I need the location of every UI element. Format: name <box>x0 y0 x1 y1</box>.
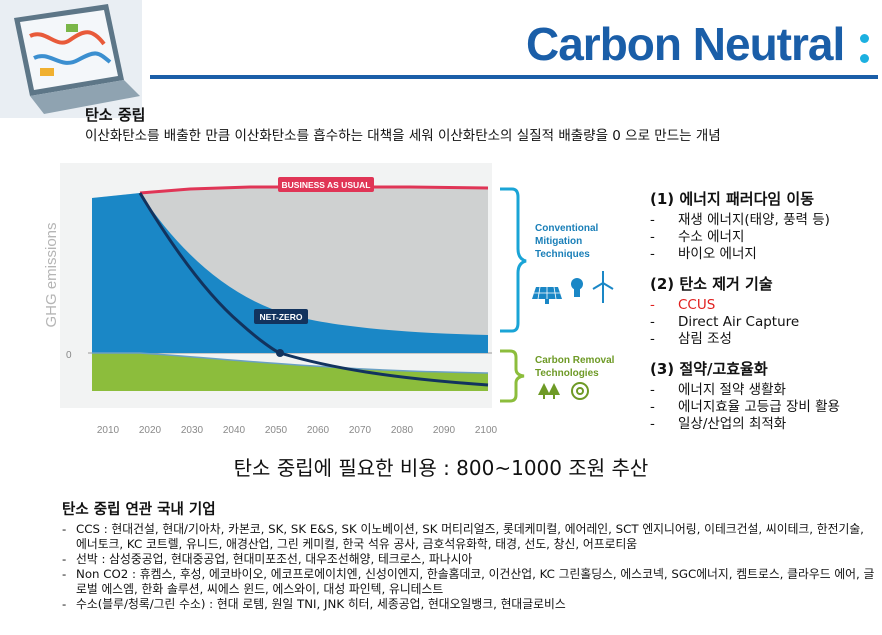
logo-dot-top <box>860 34 869 43</box>
conventional-bracket <box>500 187 527 333</box>
business-as-usual-label: BUSINESS AS USUAL <box>282 180 371 190</box>
strategy-items: - CCUS - Direct Air Capture - 삼림 조성 <box>650 297 878 348</box>
y-axis-label: GHG emissions <box>43 222 60 327</box>
strategy-item: - 삼림 조성 <box>650 331 732 347</box>
removal-bracket <box>500 349 525 403</box>
removal-label: Carbon Removal Technologies <box>535 355 617 379</box>
emissions-chart: GHG emissions 0 BUSINESS AS USUAL NET-ZE… <box>43 163 617 436</box>
logo-text: Carbon Neutral <box>526 18 845 70</box>
x-tick-label: 2090 <box>433 425 456 436</box>
strategy-title: (2) 탄소 제거 기술 <box>650 275 773 293</box>
strategy-title: (1) 에너지 패러다임 이동 <box>650 190 815 208</box>
strategy-items: - 에너지 절약 생활화 - 에너지효율 고등급 장비 활용 - 일상/산업의 최적화 <box>650 382 878 433</box>
definition-text: 이산화탄소를 배출한 만큼 이산화탄소를 흡수하는 대책을 세워 이산화탄소의 … <box>85 128 721 144</box>
strategy-item: - 일상/산업의 최적화 <box>650 416 787 432</box>
x-tick-label: 2030 <box>181 425 204 436</box>
y-zero-tick: 0 <box>66 350 72 361</box>
logo-dot-bottom <box>860 54 869 63</box>
strategy-item: - 에너지 절약 생활화 <box>650 382 786 398</box>
definition-title: 탄소 중립 <box>85 106 146 124</box>
x-tick-label: 2060 <box>307 425 330 436</box>
x-tick-label: 2100 <box>475 425 498 436</box>
strategy-item: - 수소 에너지 <box>650 229 745 245</box>
strategy-items: - 재생 에너지(태양, 풍력 등) - 수소 에너지 - 바이오 에너지 <box>650 212 878 263</box>
conventional-label-line2: Mitigation <box>535 236 582 247</box>
x-axis-ticks: 2010 2020 2030 2040 2050 2060 2070 2080 2090 2100 <box>97 425 498 436</box>
laptop-diagram-thumbnail <box>0 0 142 118</box>
cost-estimate: 탄소 중립에 필요한 비용 : 800~1000 조원 추산 <box>233 456 649 480</box>
strategy-group: (1) 에너지 패러다임 이동 - 재생 에너지(태양, 풍력 등) - 수소 에너지 -… <box>650 188 878 263</box>
strategy-item: - 바이오 에너지 <box>650 246 757 262</box>
strategy-item: - 재생 에너지(태양, 풍력 등) <box>650 212 830 228</box>
carbon-capture-machine-icon <box>571 382 589 400</box>
strategy-group: (3) 절약/고효율화 - 에너지 절약 생활화 - 에너지효율 고등급 장비 활용 - 일… <box>650 358 878 433</box>
x-tick-label: 2010 <box>97 425 120 436</box>
strategy-item: - Direct Air Capture <box>650 314 800 330</box>
x-tick-label: 2050 <box>265 425 288 436</box>
x-tick-label: 2080 <box>391 425 414 436</box>
company-list-item: CCS : 현대건설, 현대/기아차, 카본코, SK, SK E&S, SK … <box>62 522 877 552</box>
companies-section: 탄소 중립 연관 국내 기업 CCS : 현대건설, 현대/기아차, 카본코, … <box>62 498 877 612</box>
strategy-item: - 에너지효율 고등급 장비 활용 <box>650 399 840 415</box>
light-bulb-icon <box>571 278 583 297</box>
strategy-item: - CCUS <box>650 297 716 313</box>
strategy-title: (3) 절약/고효율화 <box>650 360 768 378</box>
x-tick-label: 2040 <box>223 425 246 436</box>
company-list-item: 선박 : 삼성중공업, 현대중공업, 현대미포조선, 대우조선해양, 테크로스,… <box>62 552 877 567</box>
plot-bottom-band <box>92 391 488 408</box>
net-zero-label: NET-ZERO <box>260 312 303 322</box>
x-tick-label: 2020 <box>139 425 162 436</box>
carbon-removal-area <box>92 353 488 391</box>
strategy-group: (2) 탄소 제거 기술 - CCUS - Direct Air Capture - 삼림 … <box>650 273 878 348</box>
business-as-usual-badge <box>278 177 374 192</box>
carbon-neutral-logo: Carbon Neutral <box>526 14 878 74</box>
emissions-area <box>92 193 488 353</box>
company-list-item: 수소(블루/청록/그린 수소) : 현대 로템, 원일 TNI, JNK 히터,… <box>62 597 877 612</box>
conventional-label-line1: Conventional <box>535 223 599 234</box>
strategies-panel: (1) 에너지 패러다임 이동 - 재생 에너지(태양, 풍력 등) - 수소 에너지 -… <box>650 188 878 443</box>
solar-panel-icon <box>532 286 562 304</box>
removal-label-line2: Technologies <box>535 368 599 379</box>
conventional-label-line3: Techniques <box>535 249 590 260</box>
conventional-label: Conventional Mitigation Techniques <box>535 223 601 260</box>
company-list: CCS : 현대건설, 현대/기아차, 카본코, SK, SK E&S, SK … <box>62 522 877 612</box>
company-list-item: Non CO2 : 휴켐스, 후성, 에코바이오, 에코프로에이치엔, 신성이엔… <box>62 567 877 597</box>
net-zero-line <box>138 192 489 387</box>
trees-icon <box>538 383 560 399</box>
x-tick-label: 2070 <box>349 425 372 436</box>
wind-turbine-icon <box>592 271 614 303</box>
net-zero-point <box>276 349 284 357</box>
removal-label-line1: Carbon Removal <box>535 355 615 366</box>
companies-title: 탄소 중립 연관 국내 기업 <box>62 502 216 518</box>
net-zero-badge <box>254 309 308 324</box>
header-rule <box>150 75 878 79</box>
